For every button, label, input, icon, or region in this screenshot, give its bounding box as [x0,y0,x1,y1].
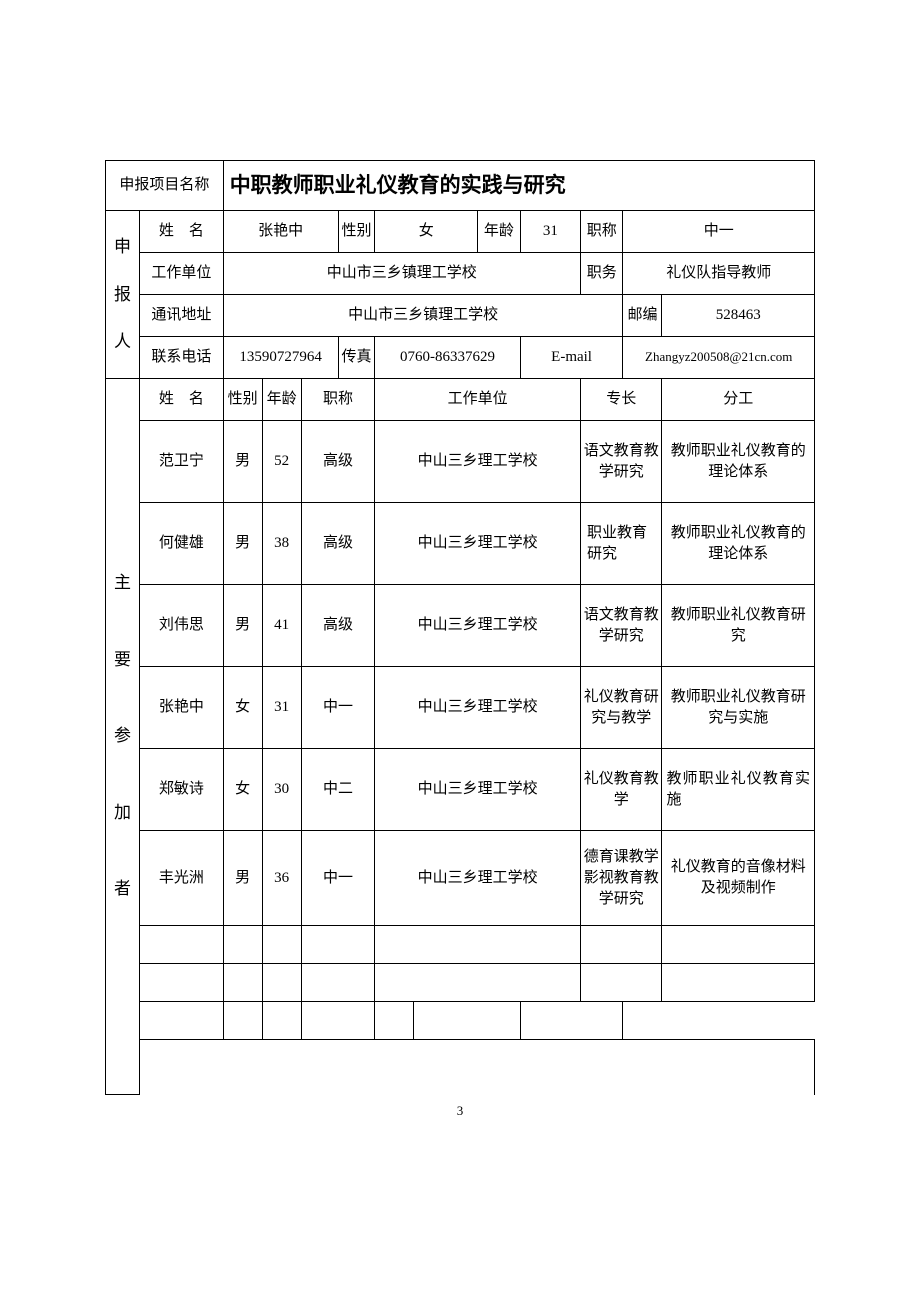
members-section-label: 主要参加者 [106,379,140,1095]
page-number: 3 [105,1103,815,1119]
member-age: 41 [262,585,301,667]
member-specialty: 礼仪教育研究与教学 [580,667,662,749]
member-header-specialty: 专长 [580,379,662,421]
project-title: 中职教师职业礼仪教育的实践与研究 [223,161,814,211]
member-specialty: 语文教育教学研究 [580,421,662,503]
member-name: 何健雄 [140,503,224,585]
member-title: 中一 [301,831,375,926]
member-gender: 男 [223,503,262,585]
member-duty: 教师职业礼仪教育的理论体系 [662,421,815,503]
member-title: 高级 [301,585,375,667]
table-row-empty [106,1002,815,1040]
applicant-position: 礼仪队指导教师 [623,253,815,295]
applicant-gender: 女 [375,211,478,253]
applicant-title: 中一 [623,211,815,253]
table-row: 张艳中 女 31 中一 中山三乡理工学校 礼仪教育研究与教学 教师职业礼仪教育研… [106,667,815,749]
member-workplace: 中山三乡理工学校 [375,503,581,585]
member-specialty: 德育课教学影视教育教学研究 [580,831,662,926]
member-gender: 男 [223,585,262,667]
applicant-fax: 0760-86337629 [375,337,520,379]
member-title: 中二 [301,749,375,831]
applicant-phone: 13590727964 [223,337,338,379]
member-duty: 教师职业礼仪教育研究 [662,585,815,667]
member-title: 中一 [301,667,375,749]
member-header-duty: 分工 [662,379,815,421]
member-duty: 教师职业礼仪教育研究与实施 [662,667,815,749]
member-duty: 教师职业礼仪教育的理论体系 [662,503,815,585]
member-age: 38 [262,503,301,585]
member-name: 郑敏诗 [140,749,224,831]
member-specialty: 语文教育教学研究 [580,585,662,667]
project-name-label: 申报项目名称 [106,161,224,211]
member-duty: 教师职业礼仪教育实施 [662,749,815,831]
age-label: 年龄 [478,211,521,253]
member-workplace: 中山三乡理工学校 [375,667,581,749]
fax-label: 传真 [338,337,375,379]
member-name: 丰光洲 [140,831,224,926]
table-row-blank [106,1040,815,1095]
address-label: 通讯地址 [140,295,224,337]
member-title: 高级 [301,421,375,503]
applicant-postcode: 528463 [662,295,815,337]
member-age: 36 [262,831,301,926]
table-row: 丰光洲 男 36 中一 中山三乡理工学校 德育课教学影视教育教学研究 礼仪教育的… [106,831,815,926]
member-age: 52 [262,421,301,503]
member-gender: 女 [223,749,262,831]
member-age: 31 [262,667,301,749]
applicant-workplace: 中山市三乡镇理工学校 [223,253,580,295]
gender-label: 性别 [338,211,375,253]
position-label: 职务 [580,253,623,295]
applicant-email: Zhangyz200508@21cn.com [623,337,815,379]
member-gender: 男 [223,831,262,926]
applicant-section-label: 申报人 [106,211,140,379]
member-workplace: 中山三乡理工学校 [375,749,581,831]
member-age: 30 [262,749,301,831]
member-name: 范卫宁 [140,421,224,503]
member-title: 高级 [301,503,375,585]
phone-label: 联系电话 [140,337,224,379]
member-workplace: 中山三乡理工学校 [375,421,581,503]
member-specialty: 职业教育研究 [580,503,662,585]
member-header-gender: 性别 [223,379,262,421]
member-duty: 礼仪教育的音像材料及视频制作 [662,831,815,926]
table-row: 何健雄 男 38 高级 中山三乡理工学校 职业教育研究 教师职业礼仪教育的理论体… [106,503,815,585]
member-gender: 男 [223,421,262,503]
member-specialty: 礼仪教育教学 [580,749,662,831]
application-form-table: 申报项目名称 中职教师职业礼仪教育的实践与研究 申报人 姓 名 张艳中 性别 女… [105,160,815,1095]
member-header-workplace: 工作单位 [375,379,581,421]
table-row-empty [106,964,815,1002]
applicant-age: 31 [520,211,580,253]
member-workplace: 中山三乡理工学校 [375,585,581,667]
member-gender: 女 [223,667,262,749]
member-header-age: 年龄 [262,379,301,421]
document-page: 申报项目名称 中职教师职业礼仪教育的实践与研究 申报人 姓 名 张艳中 性别 女… [0,40,920,1159]
applicant-address: 中山市三乡镇理工学校 [223,295,623,337]
member-name: 刘伟思 [140,585,224,667]
table-row-empty [106,926,815,964]
postcode-label: 邮编 [623,295,662,337]
member-name: 张艳中 [140,667,224,749]
email-label: E-mail [520,337,623,379]
title-label: 职称 [580,211,623,253]
table-row: 刘伟思 男 41 高级 中山三乡理工学校 语文教育教学研究 教师职业礼仪教育研究 [106,585,815,667]
member-workplace: 中山三乡理工学校 [375,831,581,926]
member-header-name: 姓 名 [140,379,224,421]
table-row: 郑敏诗 女 30 中二 中山三乡理工学校 礼仪教育教学 教师职业礼仪教育实施 [106,749,815,831]
name-label: 姓 名 [140,211,224,253]
table-row: 范卫宁 男 52 高级 中山三乡理工学校 语文教育教学研究 教师职业礼仪教育的理… [106,421,815,503]
member-header-title: 职称 [301,379,375,421]
workplace-label: 工作单位 [140,253,224,295]
applicant-name: 张艳中 [223,211,338,253]
